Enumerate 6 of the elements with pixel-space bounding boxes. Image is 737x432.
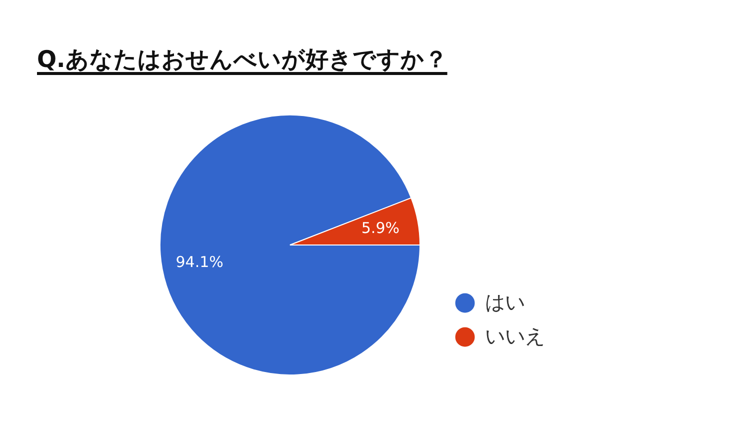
data-label: 94.1%	[176, 252, 224, 271]
chart-title: Q.あなたはおせんべいが好きですか？	[37, 46, 448, 75]
legend-label: はい	[485, 290, 525, 314]
pie-slice	[160, 114, 420, 376]
legend-label: いいえ	[485, 324, 545, 348]
data-label: 5.9%	[361, 219, 400, 238]
